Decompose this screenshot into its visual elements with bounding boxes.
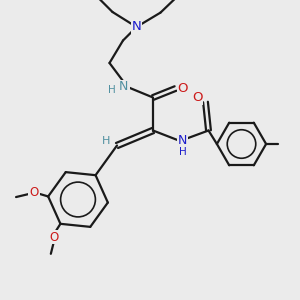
Text: H: H	[108, 85, 116, 95]
Text: O: O	[49, 230, 58, 244]
Text: N: N	[119, 80, 129, 94]
Text: H: H	[178, 147, 186, 158]
Text: O: O	[178, 82, 188, 95]
Text: N: N	[132, 20, 141, 34]
Text: O: O	[192, 91, 202, 104]
Text: O: O	[29, 186, 39, 199]
Text: N: N	[178, 134, 187, 148]
Text: H: H	[102, 136, 111, 146]
